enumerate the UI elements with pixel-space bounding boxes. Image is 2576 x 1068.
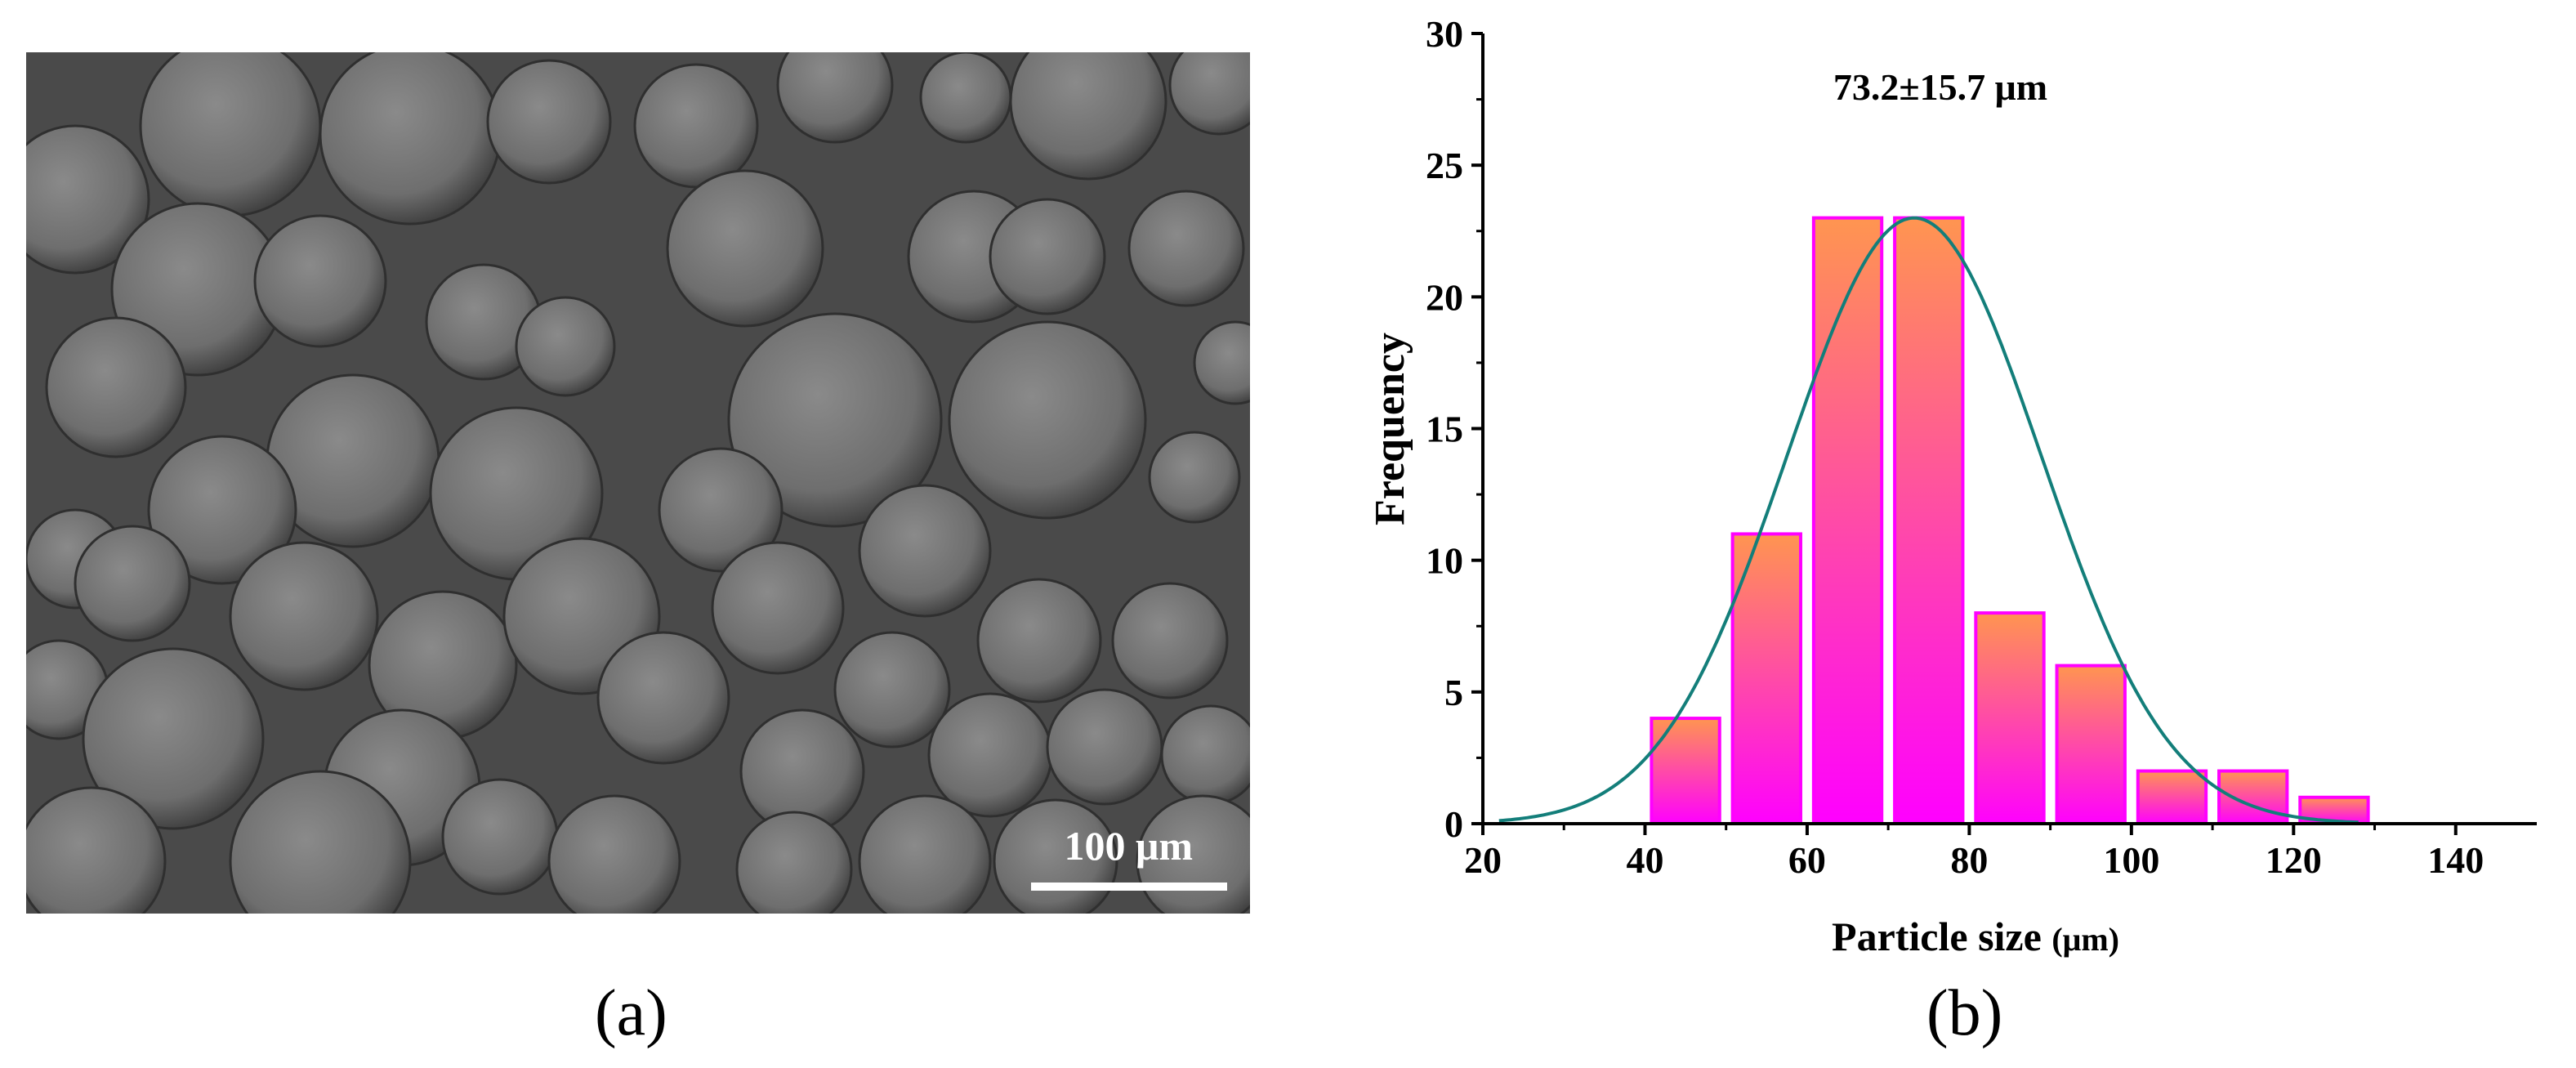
- powder-particle: [45, 316, 187, 458]
- sem-micrograph: 100 μm: [26, 52, 1250, 914]
- powder-particle: [711, 541, 845, 675]
- x-tick-label: 100: [2103, 839, 2159, 881]
- powder-particle: [858, 794, 992, 914]
- histogram-chart: 0 5 10 15 20 25 30 20 40 60 80 100 120 140 73.2±15.7 …: [1367, 13, 2537, 959]
- distribution-annotation: 73.2±15.7 μm: [1833, 66, 2047, 108]
- histogram-bar: [1650, 717, 1721, 825]
- powder-particle: [253, 214, 387, 348]
- powder-particle: [1046, 688, 1163, 806]
- histogram-bar: [2298, 795, 2370, 825]
- y-tick-label: 15: [1426, 409, 1463, 450]
- powder-particle: [633, 63, 759, 189]
- x-tick-label: 20: [1464, 839, 1502, 881]
- histogram-bar: [2217, 769, 2289, 825]
- x-tick-label: 40: [1626, 839, 1663, 881]
- y-axis-label: Frequency: [1367, 333, 1413, 525]
- powder-particle: [1148, 431, 1241, 524]
- y-tick-label: 30: [1426, 13, 1463, 55]
- powder-particle: [1111, 582, 1229, 699]
- powder-particle: [776, 52, 894, 144]
- powder-particle: [735, 811, 853, 914]
- histogram-bars: [1650, 216, 2370, 826]
- histogram-bar: [1730, 532, 1802, 826]
- powder-particle: [229, 541, 379, 691]
- sem-image: [26, 52, 1250, 914]
- powder-particle: [727, 312, 943, 528]
- panel-label-b: (b): [1926, 977, 2003, 1049]
- x-tick-label: 140: [2427, 839, 2484, 881]
- powder-particle: [486, 59, 612, 185]
- x-axis-label-unit: (μm): [2051, 921, 2119, 958]
- histogram-bar: [1974, 611, 2046, 826]
- powder-particle: [658, 447, 784, 573]
- powder-particle: [976, 578, 1102, 704]
- x-tick-label: 80: [1950, 839, 1988, 881]
- powder-particle: [919, 52, 1012, 144]
- powder-particle: [1193, 320, 1250, 405]
- y-tick-label: 0: [1444, 803, 1463, 845]
- powder-particle: [26, 124, 150, 275]
- powder-particle: [1009, 52, 1167, 181]
- scale-bar: [1031, 883, 1227, 891]
- histogram-bar: [1893, 216, 1965, 825]
- x-axis-label-main: Particle size: [1832, 914, 2051, 959]
- panel-label-a: (a): [595, 977, 667, 1049]
- powder-particle: [596, 631, 730, 765]
- x-axis-label: Particle size (μm): [1832, 914, 2119, 959]
- y-tick-label: 20: [1426, 276, 1463, 318]
- axis-ticks: 0 5 10 15 20 25 30 20 40 60 80 100 120 140: [1426, 13, 2484, 881]
- histogram-bar: [2055, 664, 2127, 825]
- powder-particle: [147, 435, 297, 585]
- y-tick-label: 5: [1444, 672, 1463, 713]
- normal-fit-curve: [1498, 216, 2359, 824]
- powder-particle: [1127, 190, 1245, 307]
- powder-particle: [74, 525, 191, 642]
- powder-particle: [833, 631, 951, 748]
- powder-particle: [989, 198, 1106, 315]
- y-tick-label: 25: [1426, 145, 1463, 186]
- powder-particle: [319, 52, 502, 226]
- scale-bar-label: 100 μm: [1064, 823, 1194, 869]
- powder-particle: [515, 296, 616, 397]
- y-tick-label: 10: [1426, 540, 1463, 582]
- x-tick-label: 60: [1788, 839, 1826, 881]
- powder-particle: [1160, 704, 1250, 806]
- x-tick-label: 120: [2266, 839, 2322, 881]
- powder-particle: [547, 794, 681, 914]
- powder-particle: [858, 484, 992, 618]
- histogram-bar: [2136, 769, 2208, 825]
- powder-particle: [441, 778, 559, 896]
- powder-particle: [139, 52, 322, 217]
- powder-particle: [948, 320, 1147, 520]
- powder-particle: [229, 770, 412, 914]
- powder-particle: [82, 647, 265, 830]
- powder-particle: [666, 169, 824, 328]
- powder-particle: [927, 692, 1053, 818]
- powder-particle: [26, 786, 167, 914]
- powder-particle: [1168, 52, 1250, 136]
- histogram-bar: [1811, 216, 1884, 825]
